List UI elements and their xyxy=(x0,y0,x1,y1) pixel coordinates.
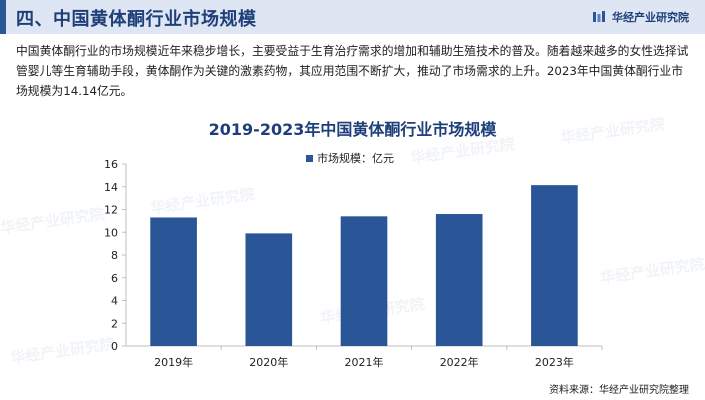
y-tick-label: 4 xyxy=(111,295,118,308)
bar xyxy=(340,216,388,346)
bar xyxy=(531,185,578,346)
intro-paragraph: 中国黄体酮行业的市场规模近年来稳步增长，主要受益于生育治疗需求的增加和辅助生殖技… xyxy=(16,44,689,98)
y-tick-label: 0 xyxy=(111,340,118,353)
x-tick-label: 2023年 xyxy=(535,355,574,369)
x-tick-label: 2021年 xyxy=(345,355,384,369)
y-tick-label: 2 xyxy=(111,317,118,330)
watermark: 华经产业研究院 xyxy=(0,204,106,238)
legend-swatch xyxy=(306,154,313,162)
brand-name: 华经产业研究院 xyxy=(612,11,689,24)
watermark: 华经产业研究院 xyxy=(9,334,116,368)
bar xyxy=(435,214,483,346)
y-tick-label: 8 xyxy=(111,249,118,262)
chart-title: 2019-2023年中国黄体酮行业市场规模 xyxy=(208,120,497,139)
watermark: 华经产业研究院 xyxy=(149,184,256,218)
section-title: 四、中国黄体酮行业市场规模 xyxy=(16,9,257,30)
bar xyxy=(245,233,293,346)
x-tick-label: 2019年 xyxy=(154,355,193,369)
x-tick-label: 2022年 xyxy=(440,355,479,369)
brand-logo-icon xyxy=(593,11,605,22)
brand: 华经产业研究院 xyxy=(592,9,689,25)
y-tick-label: 12 xyxy=(104,204,118,217)
source-note: 资料来源：华经产业研究院整理 xyxy=(549,385,689,396)
bar xyxy=(150,217,197,346)
chart-legend: 市场规模：亿元 xyxy=(306,150,394,166)
legend-label: 市场规模：亿元 xyxy=(317,152,394,165)
y-tick-label: 10 xyxy=(104,226,118,239)
section-header xyxy=(0,0,705,34)
watermark: 华经产业研究院 xyxy=(319,294,426,328)
watermark: 华经产业研究院 xyxy=(599,254,705,288)
y-tick-label: 16 xyxy=(104,158,118,171)
x-tick-label: 2020年 xyxy=(249,355,288,369)
y-tick-label: 14 xyxy=(104,181,118,194)
y-tick-label: 6 xyxy=(111,272,118,285)
header-accent-bar xyxy=(0,0,6,34)
